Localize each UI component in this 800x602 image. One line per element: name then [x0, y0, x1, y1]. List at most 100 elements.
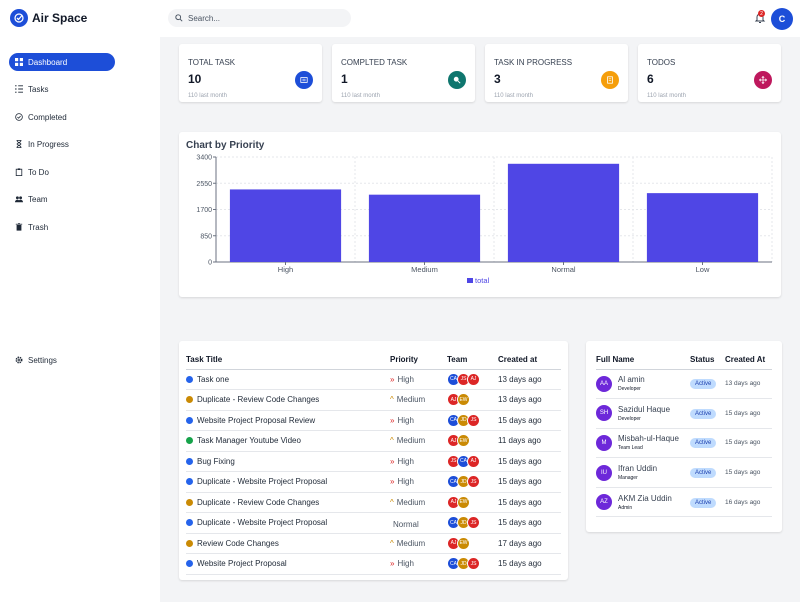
user-name-cell: AZ AKM Zia Uddin Admin	[596, 487, 690, 518]
table-row[interactable]: M Misbah-ul-Haque Team Lead Active 15 days a…	[596, 428, 772, 459]
table-row[interactable]: Duplicate - Review Code Changes ^ Medium AJ…	[186, 492, 561, 513]
task-title[interactable]: Duplicate - Website Project Proposal	[197, 477, 328, 487]
priority-arrow-icon: »	[390, 559, 395, 569]
team-avatar: JS	[467, 413, 480, 427]
status-cell: Active	[690, 428, 725, 459]
table-header-row: Full Name Status Created At	[596, 351, 772, 370]
user-avatar[interactable]: C	[771, 8, 793, 30]
brand[interactable]: Air Space	[10, 9, 87, 27]
table-row[interactable]: Duplicate - Website Project Proposal » Hig…	[186, 471, 561, 493]
priority-arrow-icon: »	[390, 456, 395, 466]
task-title-cell: Website Project Proposal	[186, 553, 390, 575]
task-stage-dot	[186, 560, 193, 568]
sidebar-item-completed[interactable]: Completed	[9, 108, 115, 126]
task-title-cell: Website Project Proposal Review	[186, 410, 390, 431]
search-icon	[175, 14, 183, 22]
team-avatar: JS	[467, 557, 480, 571]
stat-label: TODOS	[647, 58, 676, 67]
tasks-table: Task Title Priority Team Created at Task…	[186, 351, 561, 575]
search-input[interactable]	[188, 13, 338, 23]
user-avatar: M	[596, 434, 612, 451]
task-title-cell: Duplicate - Review Code Changes	[186, 389, 390, 411]
table-row[interactable]: Task Manager Youtube Video ^ Medium AJ EW 11 …	[186, 430, 561, 452]
task-title[interactable]: Duplicate - Review Code Changes	[197, 395, 320, 405]
task-title-cell: Review Code Changes	[186, 533, 390, 554]
tasks-card: Task Title Priority Team Created at Task…	[179, 341, 568, 580]
user-avatar: SH	[596, 405, 612, 422]
col-status: Status	[690, 351, 725, 370]
priority-cell: ^ Medium	[390, 389, 447, 411]
team-avatar: EW	[457, 536, 470, 550]
team-cell: CA JD JS	[447, 553, 498, 575]
chart-card: Chart by Priority 0 850 1700 2550 3400 High Me…	[179, 132, 781, 297]
stat-value: 1	[341, 72, 348, 86]
sidebar-item-in-progress[interactable]: In Progress	[9, 135, 115, 153]
sidebar-item-todo[interactable]: To Do	[9, 163, 115, 181]
arrows-icon	[754, 71, 772, 89]
sidebar-item-dashboard[interactable]: Dashboard	[9, 53, 115, 71]
task-title[interactable]: Review Code Changes	[197, 538, 279, 548]
priority-label: High	[397, 374, 414, 384]
sidebar-item-tasks[interactable]: Tasks	[9, 80, 115, 98]
priority-cell: Normal	[390, 512, 447, 534]
team-avatar: JS	[467, 475, 480, 489]
table-row[interactable]: SH Sazidul Haque Developer Active 15 days ag…	[596, 398, 772, 429]
created-at: 15 days ago	[725, 428, 772, 459]
task-stage-dot	[186, 478, 193, 486]
table-row[interactable]: Duplicate - Review Code Changes ^ Medium AJ…	[186, 389, 561, 411]
priority-label: Medium	[396, 395, 426, 405]
task-title[interactable]: Task one	[197, 374, 230, 384]
task-stage-dot	[186, 396, 193, 404]
stat-sub: 110 last month	[188, 93, 227, 99]
task-title-cell: Duplicate - Website Project Proposal	[186, 512, 390, 534]
sidebar-item-label: Trash	[28, 222, 49, 232]
status-cell: Active	[690, 487, 725, 518]
created-at: 15 days ago	[498, 451, 561, 472]
table-header-row: Task Title Priority Team Created at	[186, 351, 561, 370]
table-row[interactable]: Duplicate - Website Project Proposal Norm…	[186, 512, 561, 534]
logo-icon	[10, 9, 28, 27]
task-title-cell: Task Manager Youtube Video	[186, 430, 390, 452]
table-row[interactable]: AZ AKM Zia Uddin Admin Active 16 days ago	[596, 487, 772, 518]
table-row[interactable]: Website Project Proposal Review» High CA JD…	[186, 410, 561, 431]
table-row[interactable]: Review Code Changes ^ Medium AJ EW 17 days ag…	[186, 533, 561, 554]
table-row[interactable]: Website Project Proposal» High CA JD JS 15 da…	[186, 553, 561, 575]
created-at: 15 days ago	[498, 553, 561, 575]
stat-card-todos: TODOS 6 110 last month	[638, 44, 781, 102]
stat-value: 10	[188, 72, 202, 86]
settings-label: Settings	[28, 355, 57, 365]
stat-value: 6	[647, 72, 654, 86]
sidebar-item-settings[interactable]: Settings	[9, 351, 115, 369]
table-row[interactable]: Task one» High CA JS AJ 13 days ago	[186, 369, 561, 390]
stat-sub: 110 last month	[647, 93, 686, 99]
task-title[interactable]: Duplicate - Review Code Changes	[197, 497, 320, 507]
priority-arrow-icon: »	[390, 415, 395, 425]
user-avatar: IU	[596, 464, 612, 481]
task-title[interactable]: Duplicate - Website Project Proposal	[197, 518, 328, 528]
priority-cell: » High	[390, 410, 447, 431]
priority-arrow-icon: ^	[390, 497, 394, 507]
clipboard-icon	[15, 168, 23, 176]
table-row[interactable]: IU Ifran Uddin Manager Active 15 days ago	[596, 457, 772, 488]
sidebar-item-team[interactable]: Team	[9, 190, 115, 208]
task-title[interactable]: Website Project Proposal Review	[197, 415, 316, 425]
search-bar[interactable]	[168, 9, 351, 27]
priority-arrow-icon: »	[390, 477, 395, 487]
sidebar-item-label: In Progress	[28, 139, 69, 149]
table-row[interactable]: Bug Fixing» High JS CA AJ 15 days ago	[186, 451, 561, 472]
y-tick-label: 1700	[196, 207, 212, 214]
table-row[interactable]: AA Al amin Developer Active 13 days ago	[596, 369, 772, 400]
task-title[interactable]: Website Project Proposal	[197, 559, 287, 569]
priority-arrow-icon: ^	[390, 538, 394, 548]
task-title[interactable]: Bug Fixing	[197, 456, 235, 466]
task-title[interactable]: Task Manager Youtube Video	[197, 436, 301, 446]
stat-value: 3	[494, 72, 501, 86]
status-cell: Active	[690, 369, 725, 400]
status-badge: Active	[690, 468, 717, 479]
task-stage-dot	[186, 375, 193, 383]
created-at: 17 days ago	[498, 533, 561, 554]
status-cell: Active	[690, 457, 725, 488]
sidebar-item-trash[interactable]: Trash	[9, 218, 115, 236]
notification-badge: 2	[758, 10, 765, 17]
trash-icon	[15, 223, 23, 231]
